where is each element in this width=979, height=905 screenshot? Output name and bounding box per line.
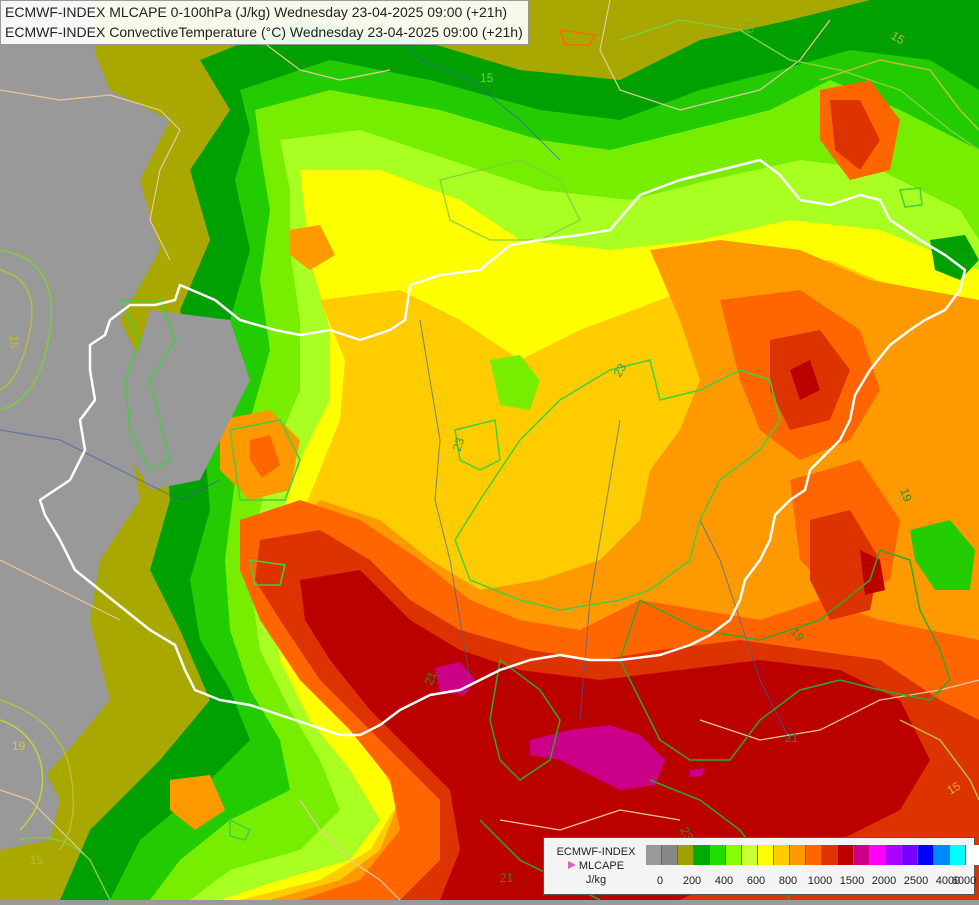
legend-tick-label: 2500 bbox=[903, 875, 929, 887]
legend-swatch bbox=[838, 845, 854, 865]
legend-swatch bbox=[774, 845, 790, 865]
legend-swatch bbox=[822, 845, 838, 865]
contour-label: 15 bbox=[945, 779, 964, 798]
legend-swatch bbox=[870, 845, 886, 865]
colorbar-legend: ECMWF-INDEX MLCAPE J/kg 0 200 400 600 800 100… bbox=[543, 837, 979, 895]
legend-unit: J/kg bbox=[585, 874, 607, 886]
legend-tick-label: 0 bbox=[656, 875, 664, 887]
legend-swatch bbox=[886, 845, 902, 865]
legend-swatch bbox=[934, 845, 950, 865]
legend-tick-label: 4000 bbox=[935, 875, 961, 887]
contour-label: 19 bbox=[12, 739, 26, 753]
legend-tick-label: 1000 bbox=[807, 875, 833, 887]
legend-swatches bbox=[646, 845, 979, 865]
title-mlcape: ECMWF-INDEX MLCAPE 0-100hPa (J/kg) Wedne… bbox=[5, 4, 508, 20]
legend-swatch bbox=[790, 845, 806, 865]
contour-label: 21 bbox=[785, 731, 799, 745]
legend-swatch bbox=[726, 845, 742, 865]
contour-label: 23 bbox=[450, 435, 468, 453]
contour-label: 21 bbox=[422, 669, 440, 687]
legend-tick-label: 2000 bbox=[871, 875, 897, 887]
legend-tick-label: 6000 bbox=[951, 875, 977, 887]
legend-swatch bbox=[918, 845, 934, 865]
legend-field: MLCAPE bbox=[550, 860, 642, 872]
contour-label: 15 bbox=[7, 335, 21, 349]
legend-swatch bbox=[694, 845, 710, 865]
legend-swatch bbox=[678, 845, 694, 865]
map-title-box: ECMWF-INDEX MLCAPE 0-100hPa (J/kg) Wedne… bbox=[0, 0, 529, 45]
contour-label: 15 bbox=[480, 71, 494, 85]
legend-tick-label: 600 bbox=[746, 875, 766, 887]
legend-swatch bbox=[646, 845, 662, 865]
contour-label: 21 bbox=[500, 871, 514, 885]
legend-swatch bbox=[758, 845, 774, 865]
legend-tick-label: 1500 bbox=[839, 875, 865, 887]
legend-swatch bbox=[854, 845, 870, 865]
legend-swatch bbox=[662, 845, 678, 865]
legend-tick-label: 800 bbox=[778, 875, 798, 887]
legend-marker-icon bbox=[567, 861, 576, 869]
contour-label: 15 bbox=[889, 28, 908, 47]
legend-source: ECMWF-INDEX bbox=[556, 846, 636, 858]
legend-swatch bbox=[806, 845, 822, 865]
legend-swatch bbox=[742, 845, 758, 865]
contour-label: 19 bbox=[742, 20, 756, 34]
legend-swatch bbox=[966, 845, 979, 865]
legend-tick-label: 400 bbox=[714, 875, 734, 887]
title-convective-temperature: ECMWF-INDEX ConvectiveTemperature (°C) W… bbox=[5, 24, 523, 40]
legend-tick-label: 200 bbox=[682, 875, 702, 887]
legend-ticks: 0 200 400 600 800 1000 1500 2000 2500 4000 6000 bbox=[646, 875, 976, 889]
contour-label: 19 bbox=[897, 486, 915, 504]
contour-label: 23 bbox=[610, 361, 629, 380]
legend-swatch bbox=[902, 845, 918, 865]
legend-swatch bbox=[950, 845, 966, 865]
legend-swatch bbox=[710, 845, 726, 865]
contour-label: 15 bbox=[30, 853, 44, 867]
